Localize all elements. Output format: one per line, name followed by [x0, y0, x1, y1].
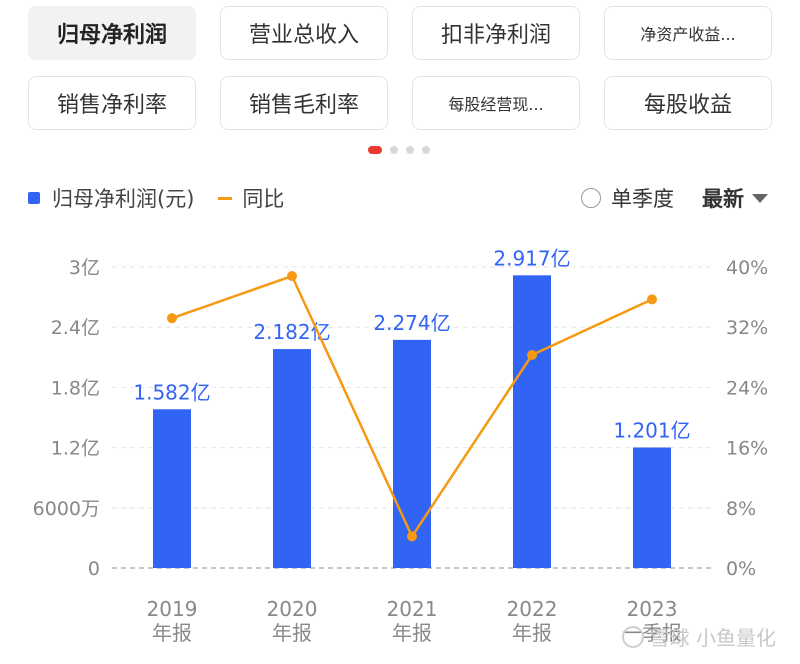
chart-legend: 归母净利润(元) 同比 [28, 183, 284, 213]
bar [633, 447, 671, 568]
quarter-radio-icon[interactable] [581, 188, 601, 208]
page-dot-active [368, 146, 382, 154]
page-dot [390, 146, 398, 154]
y-right-tick-label: 8% [726, 498, 756, 520]
y-right-tick-label: 0% [726, 558, 756, 580]
page-dot [406, 146, 414, 154]
y-left-tick-label: 0 [88, 558, 100, 580]
bar-value-label: 1.582亿 [133, 380, 210, 404]
bar-value-label: 1.201亿 [613, 418, 690, 442]
y-left-tick-label: 6000万 [33, 498, 100, 520]
sort-dropdown-label[interactable]: 最新 [702, 187, 744, 211]
bar [513, 275, 551, 568]
line-legend-swatch [218, 196, 233, 200]
indicator-tabs: 归母净利润 营业总收入 扣非净利润 净资产收益... 销售净利率 销售毛利率 每… [28, 6, 773, 130]
watermark-text: 雪球 小鱼量化 [649, 626, 776, 650]
tab-net-profit[interactable]: 归母净利润 [28, 6, 196, 60]
bar-legend-swatch [28, 192, 40, 204]
bar [273, 349, 311, 568]
tab-total-revenue[interactable]: 营业总收入 [220, 6, 388, 60]
x-tick-label: 2019 [147, 597, 198, 621]
x-tick-label: 2022 [507, 597, 558, 621]
y-left-tick-label: 3亿 [69, 257, 100, 279]
bar [153, 409, 191, 568]
line-legend-label: 同比 [242, 187, 285, 211]
y-left-tick-label: 2.4亿 [51, 317, 100, 339]
x-tick-label: 年报 [152, 621, 192, 645]
page-indicator [368, 146, 430, 154]
yoy-point [287, 271, 297, 282]
bar [393, 339, 431, 568]
x-tick-label: 年报 [512, 621, 552, 645]
caret-down-icon[interactable] [752, 193, 768, 203]
bar-value-label: 2.917亿 [493, 246, 570, 270]
bar-legend-label: 归母净利润(元) [52, 187, 195, 211]
x-tick-label: 年报 [392, 621, 432, 645]
x-tick-label: 年报 [272, 621, 312, 645]
tab-deducted-net-profit[interactable]: 扣非净利润 [412, 6, 580, 60]
x-tick-label: 2020 [267, 597, 318, 621]
tab-gross-margin[interactable]: 销售毛利率 [220, 76, 388, 130]
y-right-tick-label: 24% [726, 377, 768, 399]
yoy-point [647, 294, 657, 305]
tab-eps[interactable]: 每股收益 [604, 76, 772, 130]
x-tick-label: 2021 [387, 597, 438, 621]
y-left-tick-label: 1.2亿 [51, 438, 100, 460]
yoy-point [407, 531, 417, 542]
page-dot [422, 146, 430, 154]
y-right-tick-label: 32% [726, 317, 768, 339]
x-tick-label: 2023 [627, 597, 678, 621]
bar-value-label: 2.274亿 [373, 311, 450, 335]
quarter-toggle-label[interactable]: 单季度 [611, 187, 674, 211]
yoy-point [527, 350, 537, 361]
y-right-tick-label: 16% [726, 438, 768, 460]
y-right-tick-label: 40% [726, 257, 768, 279]
snowball-logo-icon [621, 625, 644, 648]
chart-controls: 单季度 最新 [581, 183, 768, 213]
tab-roe[interactable]: 净资产收益... [604, 6, 772, 60]
tab-operating-cashflow-per-share[interactable]: 每股经营现... [412, 76, 580, 130]
watermark: 雪球 小鱼量化 [621, 622, 776, 651]
y-left-tick-label: 1.8亿 [51, 377, 100, 399]
yoy-point [167, 313, 177, 324]
tab-net-margin[interactable]: 销售净利率 [28, 76, 196, 130]
